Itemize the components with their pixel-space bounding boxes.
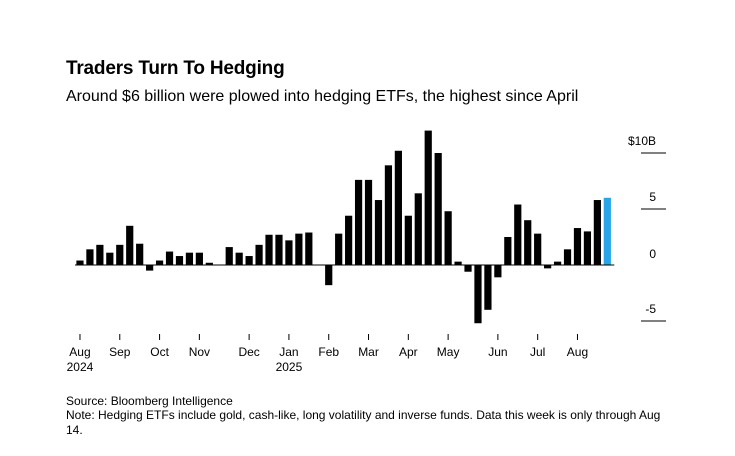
x-tick-label: Oct: [150, 345, 169, 359]
bar: [335, 233, 343, 265]
bar: [444, 211, 452, 265]
x-year-label: 2025: [276, 360, 303, 374]
bar: [106, 252, 114, 265]
x-axis-ticks: [79, 334, 578, 340]
bar: [96, 244, 104, 265]
bars-group: [76, 130, 611, 324]
x-tick-label: Dec: [238, 345, 259, 359]
x-tick-label: Jul: [530, 345, 545, 359]
bar: [255, 244, 263, 265]
bar: [155, 260, 164, 265]
x-year-label: 2024: [67, 360, 94, 374]
bar: [275, 234, 283, 265]
bar: [305, 232, 313, 265]
bar: [76, 260, 84, 265]
bar: [265, 234, 273, 265]
bar: [524, 220, 532, 265]
x-tick-label: Aug: [567, 345, 588, 359]
bar: [464, 265, 472, 272]
x-tick-label: Sep: [109, 345, 131, 359]
bar: [116, 244, 124, 265]
bar: [345, 215, 353, 265]
bar: [424, 130, 432, 265]
bar: [146, 265, 154, 271]
bar: [544, 265, 552, 269]
x-tick-label: Aug: [69, 345, 90, 359]
bar: [325, 265, 333, 286]
y-tick-label: 5: [649, 190, 656, 204]
bar-highlight: [603, 197, 611, 265]
x-tick-label: May: [437, 345, 460, 359]
bar: [434, 153, 442, 265]
bar: [534, 233, 542, 265]
x-tick-label: Mar: [358, 345, 379, 359]
chart-title: Traders Turn To Hedging: [66, 58, 285, 79]
bar: [404, 215, 412, 265]
bar: [195, 252, 203, 265]
y-axis: $10B 5 0 -5: [628, 134, 666, 322]
bar: [484, 265, 492, 310]
bar: [165, 251, 174, 265]
bar: [185, 252, 194, 265]
bar: [563, 249, 572, 265]
bar: [364, 179, 373, 265]
x-tick-label: Feb: [318, 345, 339, 359]
footnote: Note: Hedging ETFs include gold, cash-li…: [66, 408, 661, 437]
bar: [225, 247, 233, 265]
bar: [454, 261, 462, 265]
bar: [583, 231, 592, 265]
chart-subtitle: Around $6 billion were plowed into hedgi…: [66, 88, 579, 105]
bar: [126, 225, 134, 265]
bar: [285, 240, 293, 265]
bar: [394, 150, 402, 265]
bar: [573, 228, 582, 265]
bar: [354, 179, 363, 265]
bar: [553, 261, 562, 265]
bar: [136, 243, 144, 265]
bar: [414, 193, 422, 265]
bar: [474, 265, 482, 324]
x-tick-label: Jan: [279, 345, 298, 359]
x-tick-label: Jun: [488, 345, 507, 359]
bar: [86, 249, 94, 265]
y-tick-label: -5: [645, 302, 656, 316]
bar: [504, 237, 512, 265]
bar: [374, 200, 383, 265]
y-tick-label: $10B: [628, 134, 656, 148]
x-tick-label: Apr: [399, 345, 418, 359]
source-note: Source: Bloomberg Intelligence: [66, 394, 233, 408]
bar: [384, 165, 393, 265]
bar: [245, 256, 253, 265]
bar: [494, 265, 502, 278]
bar: [175, 256, 184, 265]
bar: [205, 262, 213, 265]
bar: [593, 200, 601, 265]
bar: [235, 252, 243, 265]
y-tick-label: 0: [649, 247, 656, 261]
bar: [514, 204, 522, 265]
x-tick-label: Nov: [189, 345, 210, 359]
bar: [295, 233, 303, 265]
